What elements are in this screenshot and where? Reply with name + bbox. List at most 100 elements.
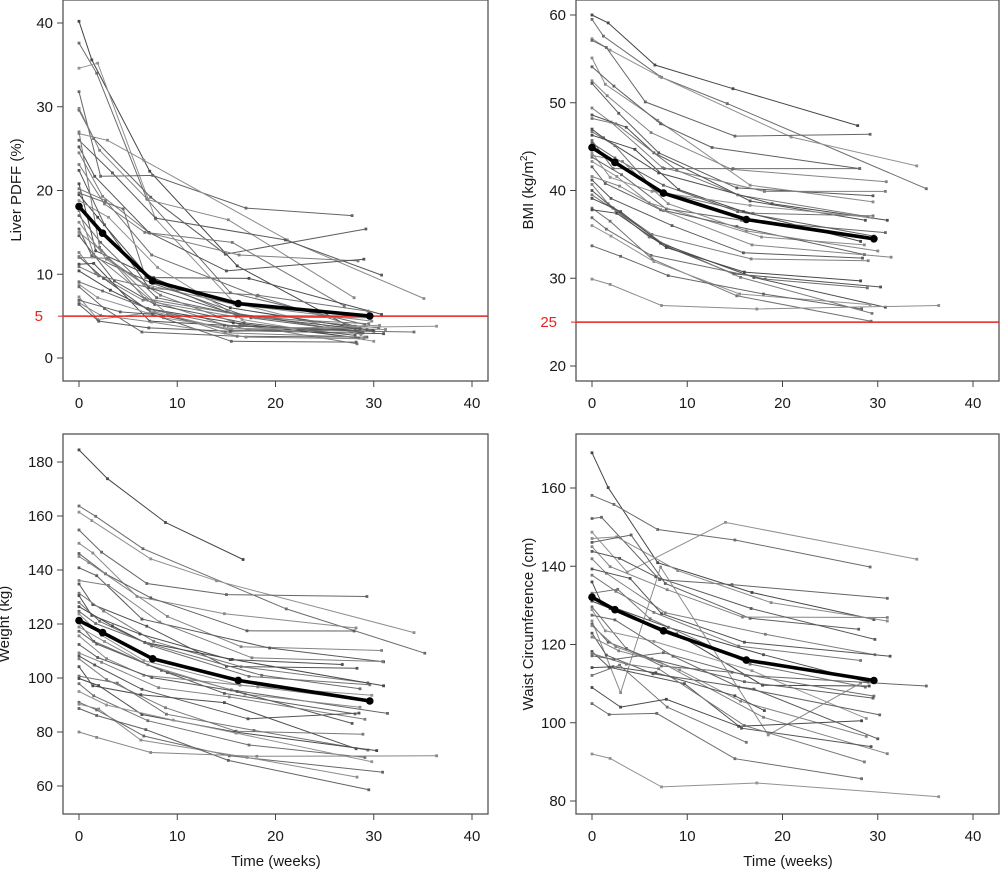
subject-point — [590, 56, 594, 60]
subject-point — [590, 39, 594, 42]
x-tick-label: 40 — [965, 828, 982, 845]
subject-series — [77, 541, 358, 630]
subject-point — [615, 535, 619, 539]
subject-point — [236, 313, 240, 317]
subject-series — [590, 130, 875, 218]
subject-point — [140, 617, 144, 621]
subject-series — [77, 169, 375, 332]
subject-point — [860, 719, 863, 723]
subject-point — [142, 673, 146, 677]
subject-point — [151, 174, 155, 177]
subject-line — [591, 19, 927, 190]
subject-point — [857, 627, 861, 631]
x-tick-label: 0 — [75, 828, 83, 845]
subject-point — [143, 231, 147, 234]
y-tick-label: 140 — [541, 558, 566, 575]
subject-point — [157, 686, 160, 690]
subject-point — [77, 256, 81, 259]
subject-point — [381, 770, 384, 774]
subject-point — [77, 41, 81, 45]
subject-point — [135, 595, 139, 598]
subject-point — [590, 650, 594, 653]
subject-point — [618, 184, 621, 188]
subject-point — [101, 289, 104, 293]
subject-point — [150, 253, 154, 257]
subject-point — [95, 574, 99, 578]
subject-point — [228, 291, 232, 295]
subject-point — [624, 125, 628, 129]
subject-point — [856, 124, 860, 127]
subject-point — [238, 323, 242, 326]
subject-point — [138, 632, 142, 636]
subject-point — [95, 71, 99, 75]
y-axis-title: BMI (kg/m2) — [519, 151, 537, 230]
subject-point — [884, 305, 887, 309]
subject-point — [760, 235, 763, 239]
y-tick-label: 120 — [541, 637, 566, 654]
mean-point — [234, 299, 242, 308]
subject-line — [591, 534, 859, 630]
y-tick-label: 0 — [45, 350, 53, 367]
subject-point — [412, 631, 416, 634]
subject-point — [733, 134, 737, 138]
subject-point — [604, 653, 608, 657]
subject-point — [94, 272, 98, 275]
subject-point — [96, 318, 100, 321]
subject-series — [590, 686, 863, 728]
subject-point — [102, 609, 105, 613]
subject-point — [77, 448, 81, 452]
subject-point — [155, 296, 158, 300]
subject-point — [937, 795, 941, 799]
subject-point — [590, 654, 594, 658]
subject-point — [606, 640, 610, 644]
subject-point — [101, 195, 104, 198]
subject-point — [590, 189, 594, 192]
y-tick-label: 20 — [36, 183, 53, 200]
x-tick-label: 10 — [169, 395, 186, 412]
subject-point — [340, 663, 344, 666]
subject-point — [663, 611, 667, 615]
subject-point — [662, 651, 665, 655]
subject-point — [590, 494, 594, 497]
subject-point — [651, 672, 655, 676]
subject-point — [77, 138, 81, 142]
y-axis-title-sup: 2 — [519, 155, 530, 161]
subject-point — [96, 215, 100, 219]
subject-point — [665, 705, 669, 709]
subject-point — [98, 148, 101, 152]
subject-point — [590, 608, 594, 612]
subject-point — [100, 249, 103, 253]
subject-point — [250, 656, 254, 660]
subject-point — [226, 759, 230, 762]
mean-point — [234, 676, 242, 685]
subject-point — [77, 541, 81, 545]
subject-series — [77, 707, 371, 792]
subject-point — [77, 654, 81, 658]
subject-point — [94, 249, 98, 253]
subject-point — [422, 297, 426, 300]
subject-point — [608, 175, 612, 179]
subject-point — [77, 227, 81, 231]
subject-point — [230, 658, 234, 661]
subject-point — [77, 209, 81, 212]
y-axis-title: Weight (kg) — [0, 586, 13, 662]
panel-waist-circumference: 0 10 20 30 40 80 100 120 140 160 Waist Circumfere… — [520, 433, 1000, 870]
subject-point — [748, 199, 752, 203]
mean-point — [98, 229, 107, 237]
subject-point — [590, 82, 594, 85]
subject-point — [652, 260, 656, 263]
subject-point — [77, 234, 81, 238]
subject-point — [150, 676, 154, 679]
mean-series — [588, 593, 878, 685]
mean-point — [148, 277, 157, 285]
y-axis-title: Liver PDFF (%) — [8, 138, 25, 241]
subject-point — [654, 575, 658, 579]
subject-point — [885, 752, 889, 756]
subject-point — [77, 269, 81, 273]
subject-point — [763, 190, 766, 193]
subject-point — [736, 193, 740, 197]
subject-point — [77, 163, 81, 166]
subject-point — [590, 37, 594, 41]
subject-point — [858, 167, 862, 170]
subject-point — [608, 283, 612, 286]
